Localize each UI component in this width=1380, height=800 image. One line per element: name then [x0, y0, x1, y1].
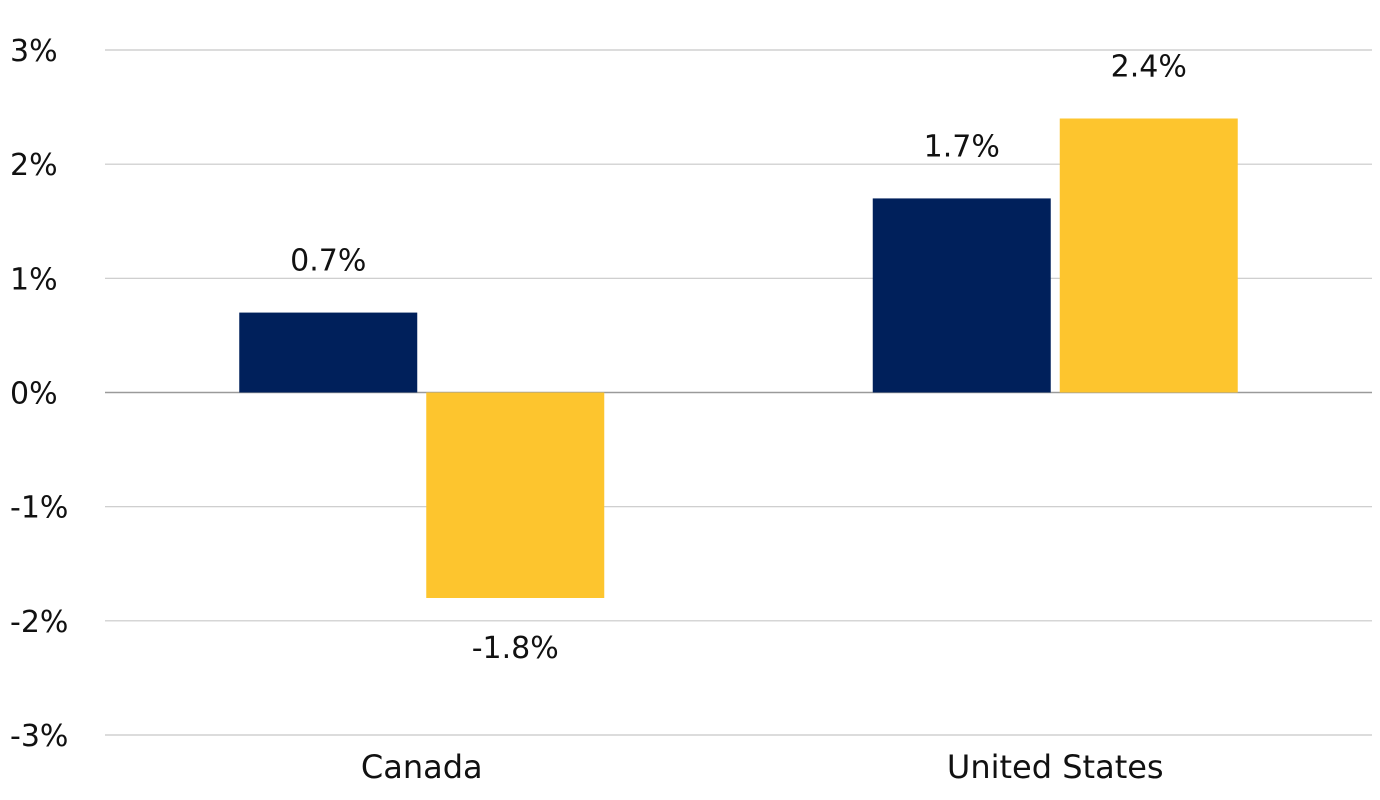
- bar: [1059, 118, 1238, 393]
- y-tick-label: 3%: [10, 34, 58, 69]
- data-label: -1.8%: [472, 631, 559, 666]
- x-axis-category-labels: Canada United States: [361, 748, 1164, 786]
- category-label: Canada: [361, 748, 483, 786]
- y-axis-tick-labels: 3% 2% 1% 0% -1% -2% -3%: [10, 34, 68, 754]
- bar: [872, 198, 1051, 393]
- bar: [426, 392, 605, 598]
- data-label: 1.7%: [924, 129, 1000, 164]
- data-labels: 0.7% -1.8% 1.7% 2.4%: [290, 50, 1187, 667]
- category-label: United States: [947, 748, 1164, 786]
- data-label: 2.4%: [1111, 50, 1187, 85]
- y-tick-label: 2%: [10, 148, 58, 183]
- y-tick-label: -2%: [10, 605, 68, 640]
- data-label: 0.7%: [290, 244, 366, 279]
- bars: [239, 118, 1238, 598]
- y-tick-label: 1%: [10, 262, 58, 297]
- y-tick-label: -1%: [10, 491, 68, 526]
- y-tick-label: 0%: [10, 377, 58, 412]
- y-tick-label: -3%: [10, 719, 68, 754]
- bar: [239, 312, 418, 393]
